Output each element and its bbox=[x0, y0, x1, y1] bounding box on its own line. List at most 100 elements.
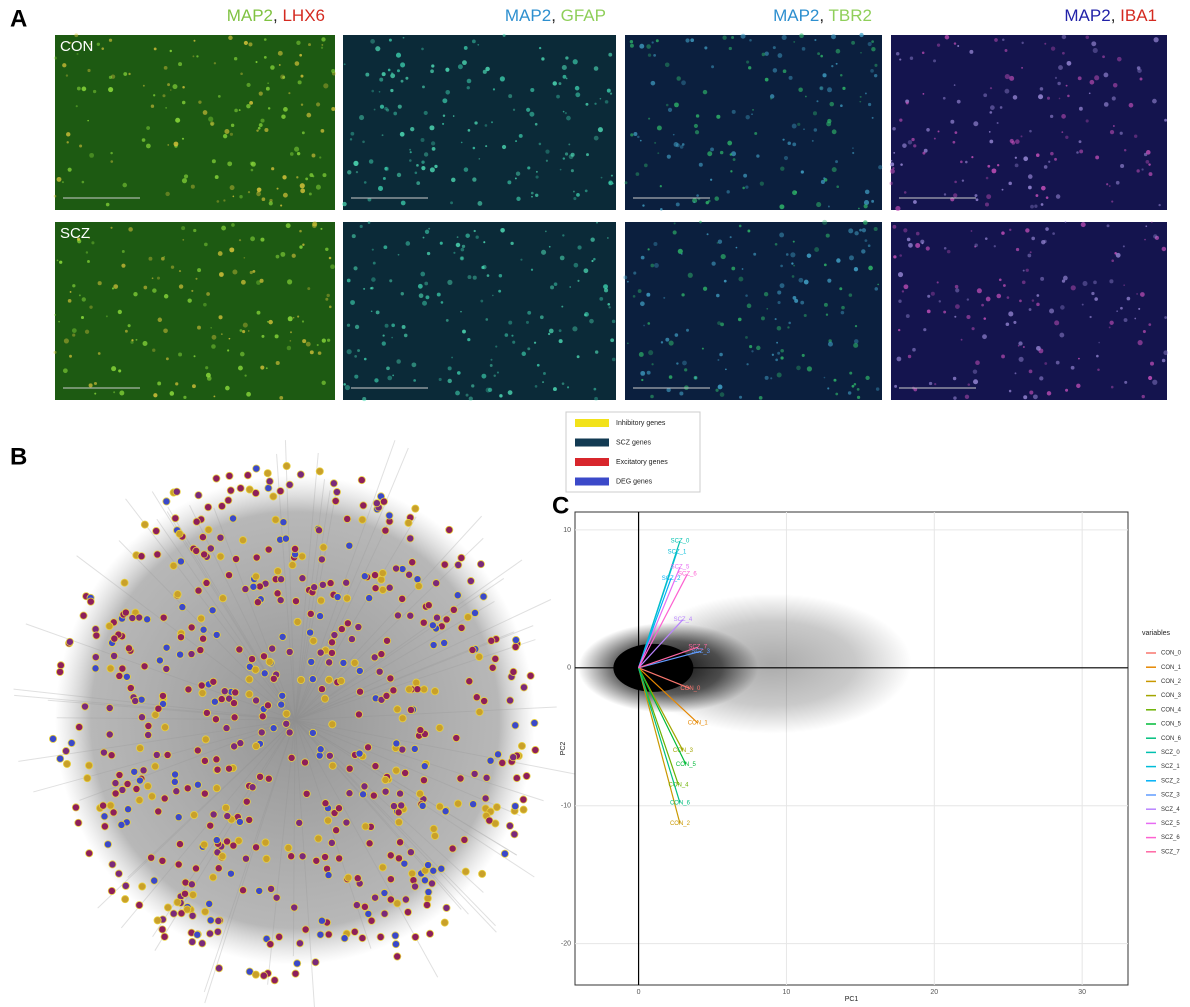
cell-spot bbox=[955, 131, 958, 134]
gene-node bbox=[136, 797, 143, 804]
cell-spot bbox=[382, 72, 386, 76]
cell-spot bbox=[329, 257, 332, 260]
gene-node bbox=[212, 716, 219, 723]
cell-spot bbox=[424, 152, 428, 156]
cell-spot bbox=[172, 84, 177, 89]
cell-spot bbox=[900, 163, 903, 166]
cell-spot bbox=[1095, 155, 1099, 159]
cell-spot bbox=[1123, 245, 1125, 247]
gene-node bbox=[139, 883, 146, 890]
cell-spot bbox=[668, 108, 672, 112]
cell-spot bbox=[468, 275, 472, 279]
cell-spot bbox=[913, 200, 917, 204]
gene-node bbox=[185, 686, 192, 693]
cell-spot bbox=[181, 226, 185, 230]
gene-node bbox=[106, 731, 113, 738]
gene-node bbox=[332, 497, 339, 504]
gene-node bbox=[199, 635, 206, 642]
cell-spot bbox=[832, 167, 837, 172]
cell-spot bbox=[828, 206, 830, 208]
gene-node bbox=[138, 714, 145, 721]
cell-spot bbox=[196, 55, 198, 57]
loading-label: CON_6 bbox=[670, 801, 691, 807]
gene-node bbox=[198, 682, 205, 689]
cell-spot bbox=[575, 86, 580, 91]
x-axis-label: PC1 bbox=[845, 996, 859, 1003]
cell-spot bbox=[325, 248, 328, 251]
gene-node bbox=[136, 777, 143, 784]
cell-spot bbox=[1015, 163, 1019, 167]
cell-spot bbox=[234, 109, 238, 113]
gene-node bbox=[286, 729, 293, 736]
gene-node bbox=[124, 780, 131, 787]
gene-node bbox=[223, 838, 230, 845]
cell-spot bbox=[739, 225, 742, 228]
cell-spot bbox=[1062, 279, 1065, 282]
micrograph bbox=[625, 35, 882, 210]
gene-node bbox=[201, 757, 208, 764]
gene-node bbox=[197, 646, 204, 653]
cell-spot bbox=[724, 280, 727, 283]
cell-spot bbox=[864, 204, 868, 208]
cell-spot bbox=[345, 385, 350, 390]
gene-node bbox=[112, 790, 119, 797]
cell-spot bbox=[142, 138, 146, 142]
gene-node bbox=[49, 735, 56, 742]
cell-spot bbox=[1062, 52, 1065, 55]
y-tick-label: -10 bbox=[561, 803, 571, 810]
gene-node bbox=[431, 832, 438, 839]
cell-spot bbox=[747, 304, 752, 309]
gene-node bbox=[420, 686, 427, 693]
cell-spot bbox=[816, 100, 818, 102]
gene-node bbox=[161, 795, 168, 802]
cell-spot bbox=[848, 391, 851, 394]
gene-node bbox=[224, 812, 231, 819]
cell-spot bbox=[971, 230, 973, 232]
gene-node bbox=[161, 724, 168, 731]
cell-spot bbox=[165, 107, 167, 109]
cell-spot bbox=[57, 260, 59, 262]
cell-spot bbox=[297, 152, 300, 155]
cell-spot bbox=[243, 323, 248, 328]
cell-spot bbox=[153, 94, 155, 96]
gene-node bbox=[217, 553, 224, 560]
cell-spot bbox=[143, 286, 147, 290]
gene-node bbox=[280, 519, 287, 526]
cell-spot bbox=[599, 297, 603, 301]
cell-spot bbox=[1079, 149, 1083, 153]
cell-spot bbox=[607, 89, 611, 93]
gene-node bbox=[289, 561, 296, 568]
cell-spot bbox=[957, 100, 961, 104]
cell-spot bbox=[371, 310, 373, 312]
cell-spot bbox=[727, 190, 730, 193]
gene-node bbox=[207, 917, 214, 924]
cell-spot bbox=[396, 359, 401, 364]
cell-spot bbox=[241, 280, 246, 285]
cell-spot bbox=[298, 80, 302, 84]
gene-node bbox=[62, 747, 69, 754]
gene-node bbox=[419, 802, 426, 809]
gene-node bbox=[318, 556, 325, 563]
cell-spot bbox=[307, 287, 310, 290]
cell-spot bbox=[676, 202, 680, 206]
gene-node bbox=[358, 476, 365, 483]
cell-spot bbox=[852, 385, 855, 388]
gene-node bbox=[148, 854, 155, 861]
cell-spot bbox=[458, 64, 463, 69]
cell-spot bbox=[424, 282, 428, 286]
gene-node bbox=[226, 472, 233, 479]
gene-node bbox=[81, 703, 88, 710]
gene-node bbox=[218, 695, 225, 702]
cell-spot bbox=[696, 114, 699, 117]
loading-label: CON_2 bbox=[670, 821, 691, 827]
loading-label: CON_4 bbox=[668, 783, 689, 789]
cell-spot bbox=[710, 147, 714, 151]
cell-spot bbox=[759, 396, 763, 400]
cell-spot bbox=[89, 153, 94, 158]
cell-spot bbox=[989, 140, 993, 144]
cell-spot bbox=[1056, 194, 1061, 199]
cell-spot bbox=[545, 150, 549, 154]
gene-node bbox=[209, 607, 216, 614]
cell-spot bbox=[777, 53, 782, 58]
cell-spot bbox=[824, 263, 827, 266]
